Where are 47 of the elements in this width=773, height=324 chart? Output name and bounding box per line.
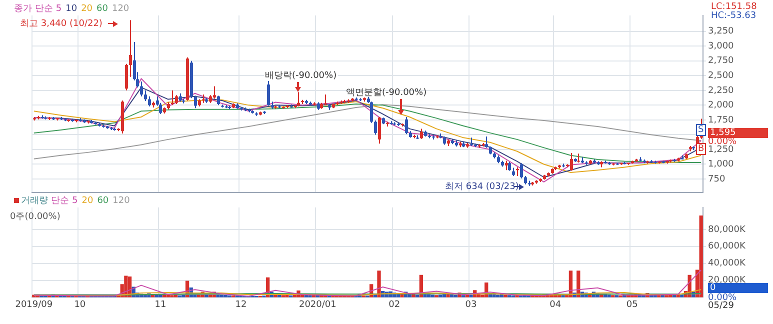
y-tick-label: 2,250 [708, 86, 734, 96]
y-tick-label: 2,500 [708, 70, 734, 81]
x-tick-label: 04 [550, 300, 562, 310]
text: 0.00% [708, 137, 737, 147]
annotation: S [696, 124, 706, 136]
text: 120 [112, 196, 130, 206]
text: 60 [96, 4, 108, 14]
text: HC:-53.63 [711, 11, 756, 21]
y-tick-label: 40,000K [708, 258, 746, 269]
y-tick-label: 3,000 [708, 41, 734, 52]
annotation: B [696, 143, 706, 155]
y-tick-label: 2,750 [708, 56, 734, 66]
x-tick-label: 05 [626, 300, 638, 310]
legend-title: 종가 단순 [14, 4, 53, 14]
text: 0 [708, 283, 768, 293]
y-tick-label: 1,250 [708, 144, 734, 155]
text: 60 [97, 196, 109, 206]
y-tick-label: 3,250 [708, 26, 734, 37]
y-tick-label: 2,000 [708, 100, 734, 111]
text: 1,595 [708, 128, 768, 138]
text: 10 [66, 4, 78, 14]
annotation: 배당락(-90.00%) [264, 71, 338, 81]
y-tick-label: 750 [708, 174, 726, 184]
y-tick-label: 1,750 [708, 115, 734, 126]
text: 20 [82, 196, 94, 206]
annotation: 액면분할(-90.00%) [346, 88, 427, 98]
text: 5 [56, 4, 62, 14]
annotation: 최고 3,440 (10/22) [20, 19, 102, 29]
text: 20 [81, 4, 93, 14]
text: 5 [72, 196, 78, 206]
x-tick-label: 12 [235, 300, 247, 310]
y-tick-label: 80,000K [708, 224, 746, 235]
annotation: 0주(0.00%) [10, 212, 60, 222]
y-tick-label: 60,000K [708, 242, 746, 252]
text: LC:151.58 [711, 2, 757, 12]
x-tick-label: 02 [388, 300, 400, 310]
text: 120 [112, 4, 130, 14]
annotation: 최저 634 (03/23) [445, 182, 519, 192]
x-tick-label: 03 [465, 300, 477, 310]
x-tick-label: 2019/09 [15, 300, 53, 310]
y-tick-label: 1,000 [708, 160, 734, 170]
text: 05/29 [708, 301, 734, 311]
x-tick-label: 10 [74, 300, 86, 310]
x-tick-label: 2020/01 [298, 300, 336, 310]
legend-title: 단순 [51, 196, 69, 206]
legend-label: 거래량 [20, 196, 48, 206]
x-tick-label: 11 [154, 300, 166, 310]
